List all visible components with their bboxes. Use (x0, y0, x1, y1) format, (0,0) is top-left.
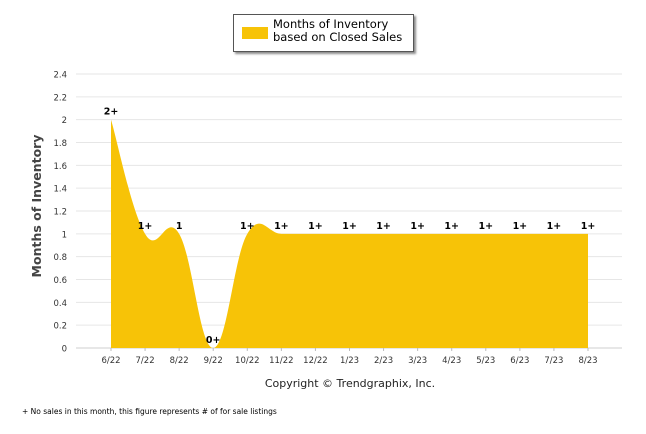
data-label: 1+ (342, 221, 357, 232)
x-axis-ticks: 6/22 7/22 8/22 9/22 10/22 11/22 12/22 1/23 2/23 3… (101, 348, 598, 366)
x-tick-label: 8/23 (578, 356, 597, 366)
y-tick-label: 1 (62, 230, 67, 240)
data-label: 1+ (138, 221, 153, 232)
x-tick-label: 10/22 (235, 356, 260, 366)
data-label: 1+ (308, 221, 323, 232)
data-label: 0+ (206, 335, 221, 346)
y-tick-label: 0.8 (53, 253, 67, 263)
y-tick-label: 0.6 (53, 276, 67, 286)
y-tick-label: 0 (62, 345, 67, 355)
x-tick-label: 3/23 (408, 356, 427, 366)
y-tick-label: 2.2 (53, 93, 67, 103)
y-tick-label: 0.4 (53, 299, 67, 309)
x-tick-label: 5/23 (476, 356, 495, 366)
data-label: 1+ (478, 221, 493, 232)
data-label: 1+ (513, 221, 528, 232)
legend-swatch (242, 27, 268, 39)
x-tick-label: 7/22 (136, 356, 155, 366)
x-tick-label: 2/23 (374, 356, 393, 366)
y-tick-label: 1.6 (53, 162, 67, 172)
data-label: 2+ (104, 107, 119, 118)
y-tick-label: 1.8 (53, 139, 67, 149)
x-tick-label: 8/22 (170, 356, 189, 366)
x-tick-label: 6/23 (510, 356, 529, 366)
y-tick-label: 2 (62, 116, 67, 126)
data-label: 1+ (444, 221, 459, 232)
y-axis-label: Months of Inventory (29, 135, 44, 278)
y-tick-label: 2.4 (53, 71, 67, 81)
y-axis-ticks: 0 0.2 0.4 0.6 0.8 1 1.2 1.4 1.6 1.8 2 2.2 2.4 (53, 71, 67, 355)
legend: Months of Inventory based on Closed Sale… (233, 14, 414, 52)
x-tick-label: 7/23 (544, 356, 563, 366)
data-label: 1 (176, 221, 183, 232)
y-tick-label: 0.2 (53, 322, 67, 332)
x-tick-label: 1/23 (340, 356, 359, 366)
copyright-text: Copyright © Trendgraphix, Inc. (265, 377, 435, 390)
x-tick-label: 4/23 (442, 356, 461, 366)
data-label: 1+ (581, 221, 596, 232)
x-tick-label: 6/22 (101, 356, 120, 366)
y-tick-label: 1.4 (53, 185, 67, 195)
data-label: 1+ (547, 221, 562, 232)
x-tick-label: 9/22 (204, 356, 223, 366)
data-label: 1+ (410, 221, 425, 232)
data-label: 1+ (240, 221, 255, 232)
data-label: 1+ (274, 221, 289, 232)
x-tick-label: 12/22 (303, 356, 328, 366)
x-tick-label: 11/22 (269, 356, 294, 366)
y-tick-label: 1.2 (53, 208, 67, 218)
data-labels: 2+ 1+ 1 0+ 1+ 1+ 1+ 1+ 1+ 1+ 1+ 1+ 1+ 1+ 1+ (104, 107, 596, 349)
legend-label: Months of Inventory based on Closed Sale… (273, 17, 403, 44)
data-label: 1+ (376, 221, 391, 232)
footnote: + No sales in this month, this figure re… (22, 407, 277, 416)
